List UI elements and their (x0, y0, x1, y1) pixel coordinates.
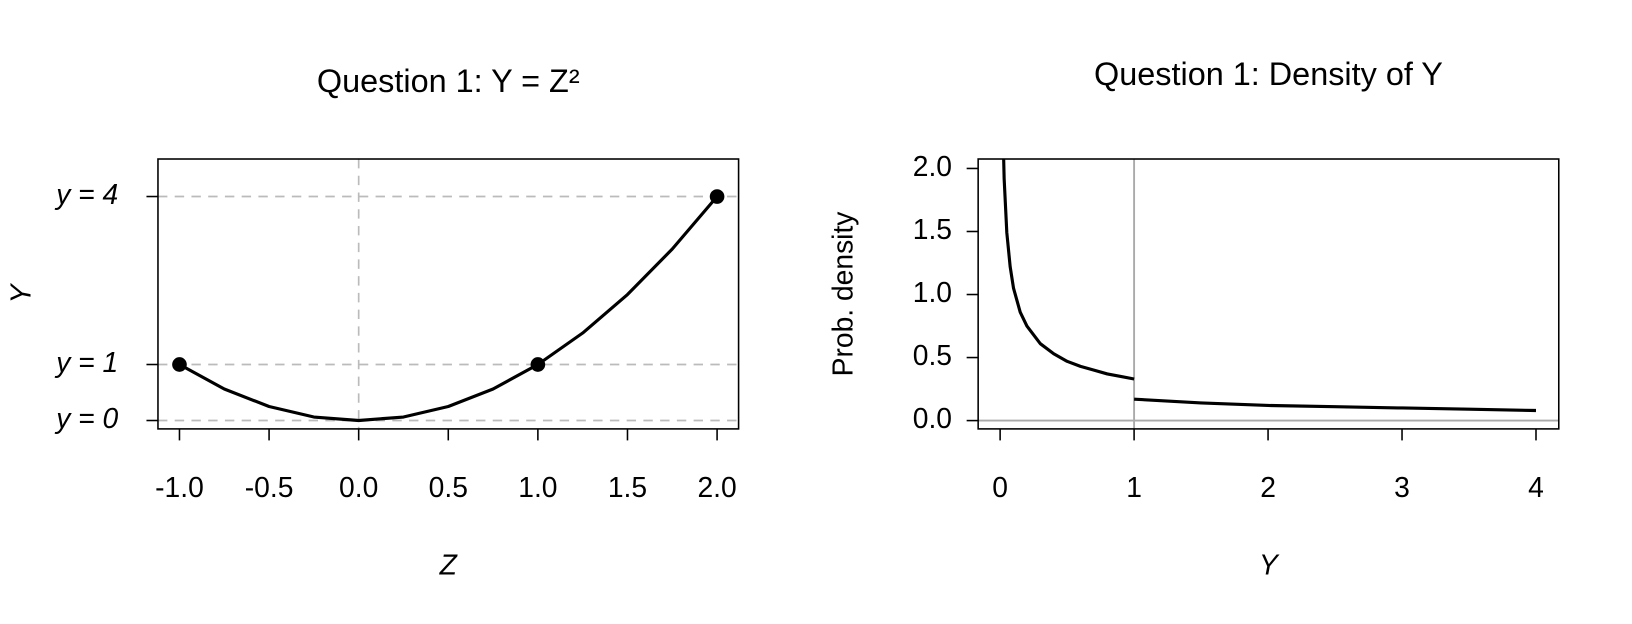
plot-frame (157, 158, 740, 430)
x-tick-label: 0 (992, 471, 1008, 503)
x-tick-label: 0.0 (339, 471, 378, 503)
x-tick-label: 2 (1260, 471, 1276, 503)
x-tick-label: 1 (1126, 471, 1142, 503)
chart-title: Question 1: Y = Z² (317, 63, 580, 99)
y-tick-label: 0.5 (913, 339, 952, 371)
y-axis-label: Y (4, 282, 36, 303)
chart-title: Question 1: Density of Y (1094, 56, 1443, 92)
point (530, 357, 546, 372)
x-tick-label: 1.0 (518, 471, 557, 503)
x-tick-label: 0.5 (429, 471, 468, 503)
curve (178, 195, 719, 423)
x-axis-label: Y (1259, 548, 1280, 580)
x-tick-label: 3 (1394, 471, 1410, 503)
y-tick-label: y = 0 (54, 402, 118, 434)
point (172, 357, 187, 372)
y-tick-label: 0.0 (913, 402, 952, 434)
plot-frame (977, 158, 1560, 430)
x-tick-label: 2.0 (697, 471, 736, 503)
plot-area (1002, 159, 1537, 413)
x-tick-label: -1.0 (155, 471, 204, 503)
y-tick-label: y = 1 (54, 346, 118, 378)
plot-area (178, 195, 719, 423)
y-axis-label: Prob. density (827, 211, 859, 377)
curve (1002, 159, 1537, 413)
y-tick-label: 2.0 (913, 150, 952, 182)
y-tick-label: 1.0 (913, 276, 952, 308)
y-tick-label: y = 4 (54, 178, 118, 210)
point (709, 189, 725, 204)
y-tick-label: 1.5 (913, 213, 952, 245)
x-axis-label: Z (439, 548, 459, 580)
x-tick-label: 1.5 (608, 471, 647, 503)
x-tick-label: 4 (1528, 471, 1544, 503)
x-tick-label: -0.5 (245, 471, 294, 503)
